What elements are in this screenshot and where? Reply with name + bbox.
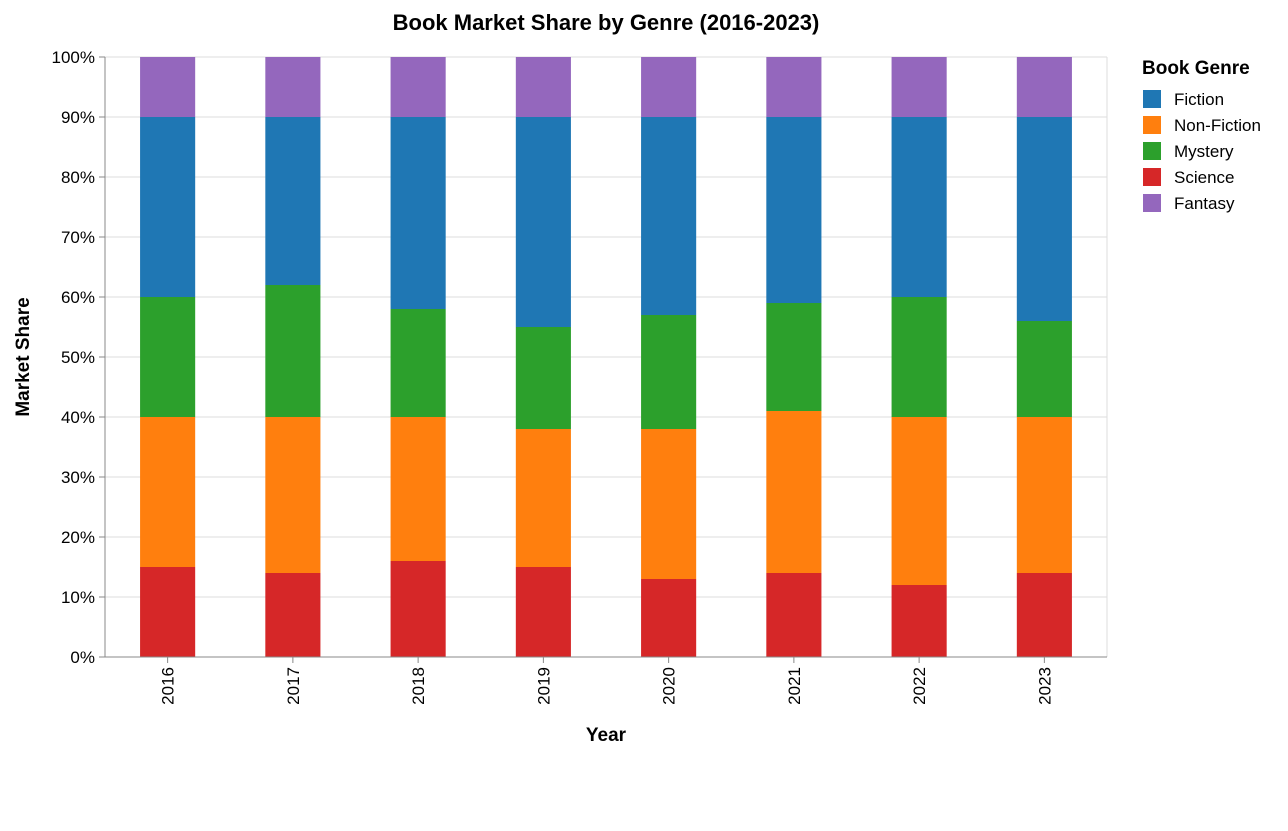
legend-swatch-non-fiction <box>1143 116 1161 134</box>
legend-swatch-fiction <box>1143 90 1161 108</box>
bar-fiction-2021 <box>766 117 822 303</box>
chart-title: Book Market Share by Genre (2016-2023) <box>393 10 820 35</box>
bar-fantasy-2019 <box>515 57 571 117</box>
bar-non-fiction-2017 <box>265 417 321 573</box>
legend-label: Science <box>1174 168 1234 187</box>
bar-fiction-2022 <box>891 117 947 297</box>
bar-non-fiction-2016 <box>140 417 196 567</box>
bar-fiction-2016 <box>140 117 196 297</box>
x-tick-label: 2021 <box>785 667 804 705</box>
bar-fiction-2019 <box>515 117 571 327</box>
bar-non-fiction-2018 <box>390 417 446 561</box>
bar-mystery-2023 <box>1016 321 1072 417</box>
gridlines <box>105 56 1108 658</box>
bar-mystery-2022 <box>891 297 947 417</box>
bar-fantasy-2017 <box>265 57 321 117</box>
bar-science-2023 <box>1016 573 1072 657</box>
y-tick-label: 0% <box>70 648 95 667</box>
x-tick-label: 2022 <box>910 667 929 705</box>
bar-fiction-2023 <box>1016 117 1072 321</box>
bar-mystery-2020 <box>641 315 697 429</box>
y-tick-label: 50% <box>61 348 95 367</box>
y-axis-title: Market Share <box>13 297 34 416</box>
bar-non-fiction-2023 <box>1016 417 1072 573</box>
bar-fantasy-2021 <box>766 57 822 117</box>
bar-fiction-2017 <box>265 117 321 285</box>
bar-fantasy-2023 <box>1016 57 1072 117</box>
legend-title: Book Genre <box>1142 58 1250 79</box>
y-tick-label: 60% <box>61 288 95 307</box>
y-tick-label: 40% <box>61 408 95 427</box>
legend-swatch-fantasy <box>1143 194 1161 212</box>
bar-mystery-2018 <box>390 309 446 417</box>
legend-label: Fiction <box>1174 90 1224 109</box>
bar-non-fiction-2020 <box>641 429 697 579</box>
bar-non-fiction-2019 <box>515 429 571 567</box>
y-tick-label: 90% <box>61 108 95 127</box>
legend-label: Non-Fiction <box>1174 116 1261 135</box>
bar-science-2020 <box>641 579 697 657</box>
x-tick-label: 2016 <box>159 667 178 705</box>
legend-swatch-mystery <box>1143 142 1161 160</box>
bar-science-2021 <box>766 573 822 657</box>
y-tick-label: 70% <box>61 228 95 247</box>
y-tick-label: 80% <box>61 168 95 187</box>
x-axis-title: Year <box>586 725 627 746</box>
bar-fantasy-2016 <box>140 57 196 117</box>
bar-mystery-2021 <box>766 303 822 411</box>
x-tick-label: 2018 <box>409 667 428 705</box>
legend-label: Fantasy <box>1174 194 1235 213</box>
bar-science-2017 <box>265 573 321 657</box>
x-tick-label: 2019 <box>534 667 553 705</box>
bar-science-2018 <box>390 561 446 657</box>
x-tick-label: 2017 <box>284 667 303 705</box>
legend: Book Genre Fiction Non-Fiction Mystery Scie… <box>1142 58 1261 213</box>
axes: 0% 10% 20% 30% 40% 50% 60% 70% 80% 90% 100% 2016 201… <box>52 48 1107 705</box>
bar-science-2016 <box>140 567 196 657</box>
y-tick-label: 10% <box>61 588 95 607</box>
bars <box>140 57 1072 657</box>
y-tick-label: 100% <box>52 48 95 67</box>
bar-mystery-2017 <box>265 285 321 417</box>
x-tick-label: 2023 <box>1035 667 1054 705</box>
y-tick-label: 30% <box>61 468 95 487</box>
y-tick-label: 20% <box>61 528 95 547</box>
bar-fantasy-2022 <box>891 57 947 117</box>
bar-fantasy-2020 <box>641 57 697 117</box>
bar-science-2022 <box>891 585 947 657</box>
bar-mystery-2016 <box>140 297 196 417</box>
bar-non-fiction-2022 <box>891 417 947 585</box>
legend-label: Mystery <box>1174 142 1234 161</box>
x-tick-label: 2020 <box>660 667 679 705</box>
bar-science-2019 <box>515 567 571 657</box>
legend-swatch-science <box>1143 168 1161 186</box>
bar-fiction-2018 <box>390 117 446 309</box>
bar-non-fiction-2021 <box>766 411 822 573</box>
bar-fantasy-2018 <box>390 57 446 117</box>
bar-mystery-2019 <box>515 327 571 429</box>
bar-fiction-2020 <box>641 117 697 315</box>
